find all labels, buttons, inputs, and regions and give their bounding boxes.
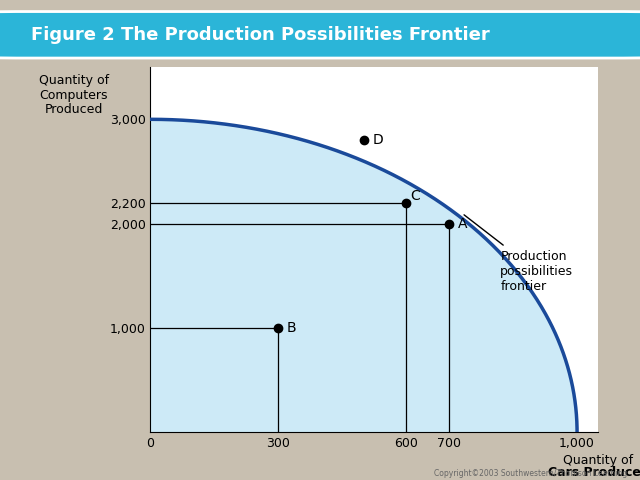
- Text: Quantity of: Quantity of: [563, 454, 634, 467]
- Text: Figure 2 The Production Possibilities Frontier: Figure 2 The Production Possibilities Fr…: [31, 26, 490, 44]
- Text: Cars Produced: Cars Produced: [548, 466, 640, 479]
- Text: Copyright©2003 Southwestern/Thomson Learning: Copyright©2003 Southwestern/Thomson Lear…: [434, 468, 627, 478]
- Text: C: C: [411, 190, 420, 204]
- Text: D: D: [372, 133, 383, 147]
- FancyBboxPatch shape: [0, 12, 640, 58]
- Text: Quantity of: Quantity of: [38, 74, 109, 87]
- Text: Production
possibilities
frontier: Production possibilities frontier: [464, 215, 573, 293]
- Text: B: B: [287, 321, 296, 335]
- Text: Produced: Produced: [44, 103, 103, 116]
- Text: A: A: [458, 216, 467, 230]
- Text: Computers: Computers: [39, 89, 108, 102]
